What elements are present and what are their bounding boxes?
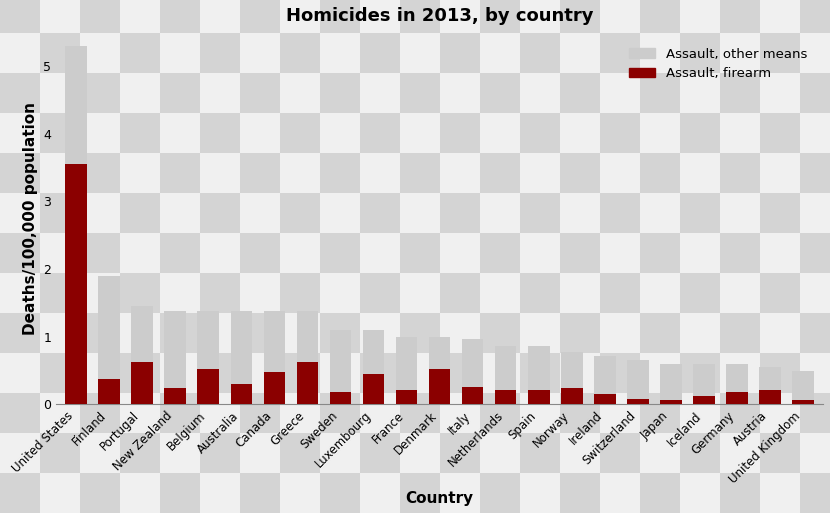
- X-axis label: Country: Country: [406, 491, 474, 506]
- Bar: [231, 384, 252, 404]
- Bar: [264, 311, 285, 404]
- Bar: [594, 356, 616, 404]
- Bar: [627, 399, 649, 404]
- Bar: [98, 379, 120, 404]
- Bar: [528, 389, 549, 404]
- Bar: [561, 387, 583, 404]
- Bar: [164, 388, 186, 404]
- Bar: [627, 361, 649, 404]
- Bar: [495, 389, 516, 404]
- Bar: [693, 364, 715, 404]
- Bar: [495, 346, 516, 404]
- Bar: [561, 352, 583, 404]
- Bar: [330, 391, 351, 404]
- Bar: [66, 46, 86, 404]
- Bar: [231, 311, 252, 404]
- Bar: [693, 397, 715, 404]
- Bar: [363, 374, 384, 404]
- Bar: [759, 367, 781, 404]
- Bar: [198, 369, 219, 404]
- Bar: [726, 391, 748, 404]
- Bar: [131, 306, 153, 404]
- Bar: [528, 346, 549, 404]
- Bar: [462, 387, 483, 404]
- Bar: [131, 363, 153, 404]
- Bar: [264, 372, 285, 404]
- Bar: [396, 337, 417, 404]
- Bar: [793, 400, 814, 404]
- Bar: [98, 276, 120, 404]
- Bar: [164, 311, 186, 404]
- Bar: [429, 337, 451, 404]
- Bar: [660, 364, 681, 404]
- Bar: [198, 311, 219, 404]
- Title: Homicides in 2013, by country: Homicides in 2013, by country: [286, 7, 593, 25]
- Bar: [296, 363, 318, 404]
- Bar: [330, 330, 351, 404]
- Bar: [296, 311, 318, 404]
- Bar: [759, 389, 781, 404]
- Bar: [462, 339, 483, 404]
- Bar: [396, 390, 417, 404]
- Y-axis label: Deaths/100,000 population: Deaths/100,000 population: [22, 102, 37, 335]
- Bar: [594, 394, 616, 404]
- Bar: [66, 164, 86, 404]
- Bar: [660, 400, 681, 404]
- Legend: Assault, other means, Assault, firearm: Assault, other means, Assault, firearm: [624, 43, 813, 86]
- Bar: [429, 369, 451, 404]
- Bar: [363, 330, 384, 404]
- Bar: [726, 364, 748, 404]
- Bar: [793, 370, 814, 404]
